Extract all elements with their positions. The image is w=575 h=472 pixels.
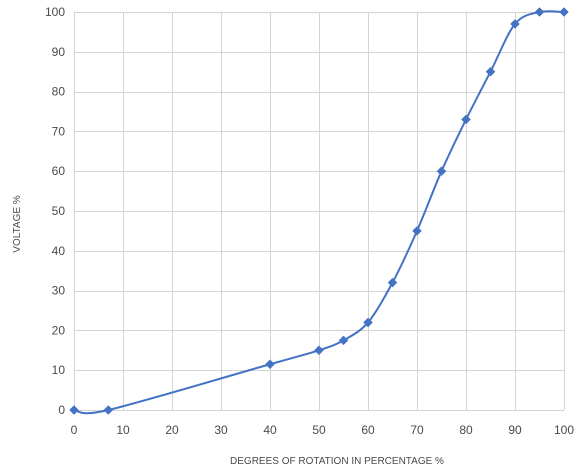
data-point-marker	[534, 7, 545, 17]
y-tick-label: 60	[52, 164, 66, 178]
y-tick-label: 40	[52, 244, 66, 258]
x-tick-label: 50	[312, 423, 326, 437]
grid	[74, 12, 565, 411]
data-point-marker	[314, 345, 324, 356]
x-tick-label: 0	[71, 423, 78, 437]
data-point-marker	[338, 335, 349, 346]
data-point-marker	[485, 66, 496, 77]
x-tick-label: 30	[214, 423, 228, 437]
y-tick-label: 30	[52, 284, 66, 298]
y-tick-label: 10	[52, 363, 66, 377]
data-point-marker	[436, 166, 447, 177]
data-point-marker	[461, 114, 471, 125]
data-point-marker	[510, 19, 520, 29]
y-axis-ticks: 0 10 20 30 40 50 60 70 80 90 100	[45, 5, 65, 417]
y-axis-title: VOLTAGE %	[12, 195, 23, 253]
x-tick-label: 20	[165, 423, 179, 437]
y-tick-label: 70	[52, 124, 66, 138]
y-tick-label: 80	[52, 85, 66, 99]
x-axis-ticks: 0 10 20 30 40 50 60 70 80 90 100	[71, 423, 575, 437]
y-tick-label: 50	[52, 204, 66, 218]
y-tick-label: 90	[52, 45, 66, 59]
data-point-marker	[363, 317, 373, 328]
data-point-marker	[103, 405, 114, 415]
series-line	[73, 10, 565, 415]
x-tick-label: 10	[116, 423, 130, 437]
x-tick-label: 70	[410, 423, 424, 437]
data-point-marker	[387, 277, 398, 288]
y-tick-label: 20	[52, 323, 66, 337]
y-tick-label: 0	[58, 403, 65, 417]
data-point-marker	[265, 359, 275, 370]
x-tick-label: 90	[508, 423, 522, 437]
y-tick-label: 100	[45, 5, 65, 19]
series-layer	[69, 7, 569, 415]
x-tick-label: 80	[459, 423, 473, 437]
x-axis-title: DEGREES OF ROTATION IN PERCENTAGE %	[230, 456, 444, 467]
data-point-marker	[412, 226, 422, 236]
data-point-marker	[69, 405, 79, 415]
x-tick-label: 40	[263, 423, 277, 437]
x-tick-label: 60	[361, 423, 375, 437]
data-point-marker	[559, 7, 569, 17]
x-tick-label: 100	[554, 423, 574, 437]
